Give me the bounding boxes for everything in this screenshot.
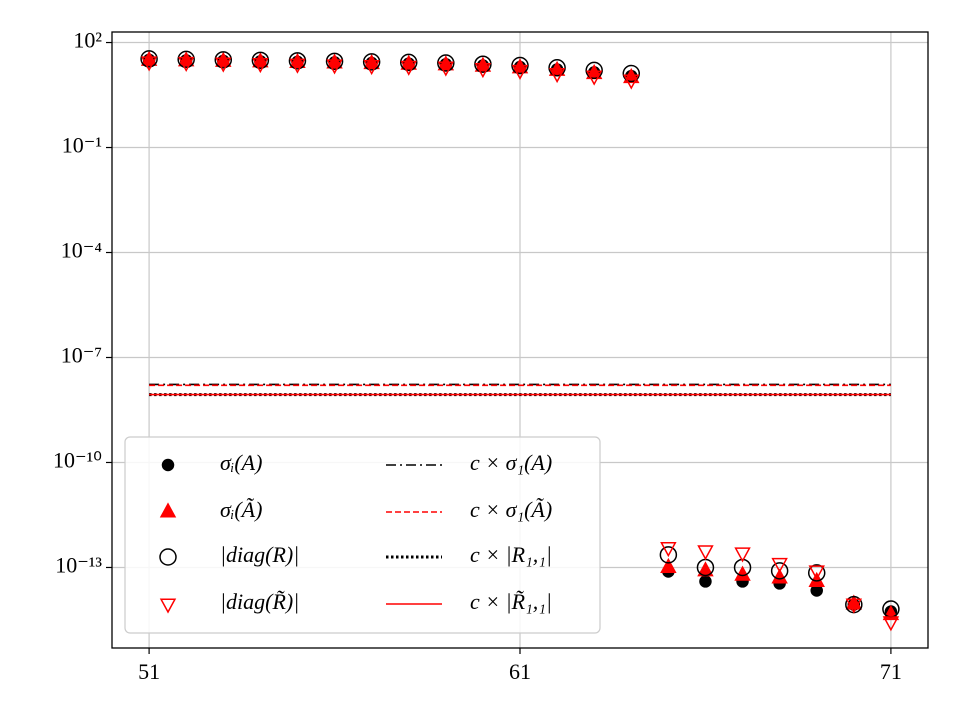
point (548, 59, 566, 77)
point (808, 565, 825, 581)
legend-label: σᵢ(A) (220, 450, 262, 475)
point (585, 61, 603, 80)
point (660, 542, 677, 558)
point (511, 56, 529, 75)
point (585, 70, 603, 86)
x-tick-label: 71 (880, 659, 902, 684)
legend-label: |diag(R̃)| (220, 589, 299, 614)
point (437, 61, 455, 77)
point (177, 50, 195, 69)
legend-label: |diag(R)| (220, 542, 299, 567)
point (660, 557, 677, 574)
point (771, 557, 788, 574)
point (474, 56, 492, 72)
legend: σᵢ(A) σᵢ(Ã) |diag(R)| |diag(R̃)| c × σ₁(A) c … (124, 436, 601, 634)
point (659, 546, 678, 564)
point (845, 598, 863, 614)
point (214, 51, 233, 69)
point (882, 616, 900, 632)
point (734, 547, 751, 563)
point (770, 562, 789, 580)
legend-marker (159, 598, 177, 614)
y-tick-label: 10⁻¹ (62, 133, 102, 158)
point (177, 51, 195, 67)
point (699, 575, 712, 588)
legend-label: c × |R̃₁,₁| (470, 589, 552, 614)
legend-label: c × σ₁(A) (470, 450, 552, 475)
point (326, 53, 343, 69)
point (215, 51, 232, 67)
y-tick-label: 10⁻⁷ (61, 343, 102, 368)
point (363, 59, 380, 76)
point (807, 564, 826, 582)
point (252, 52, 269, 68)
point (215, 57, 232, 73)
point (325, 52, 344, 71)
legend-marker (159, 548, 177, 566)
y-tick-label: 10⁻⁴ (61, 238, 103, 263)
point (177, 56, 195, 73)
point (252, 58, 269, 74)
point (437, 54, 455, 72)
legend-label: c × σ₁(Ã) (470, 497, 552, 522)
point (362, 53, 381, 71)
point (289, 52, 306, 68)
point (326, 59, 343, 75)
point (400, 60, 417, 76)
point (399, 53, 418, 72)
y-tick-label: 10⁻¹⁰ (53, 448, 102, 473)
point (771, 568, 788, 584)
legend-label: c × |R₁,₁| (470, 542, 552, 567)
x-tick-label: 51 (138, 659, 160, 684)
point (288, 52, 307, 70)
point (437, 55, 455, 71)
x-tick-label: 61 (509, 659, 531, 684)
point (363, 54, 380, 70)
point (140, 50, 158, 68)
point (622, 64, 641, 83)
legend-marker (159, 502, 177, 518)
point (548, 67, 566, 84)
point (474, 63, 492, 79)
point (140, 56, 158, 72)
point (734, 565, 751, 581)
y-tick-label: 10² (73, 28, 102, 53)
point (474, 55, 492, 73)
point (697, 545, 714, 561)
y-tick-label: 10⁻¹³ (55, 553, 102, 578)
plot-frame (111, 31, 929, 649)
legend-box (124, 436, 601, 634)
point (289, 58, 306, 74)
point (251, 51, 270, 70)
point (400, 54, 417, 70)
legend-label: σᵢ(Ã) (220, 497, 262, 522)
point (623, 74, 640, 90)
point (511, 64, 529, 80)
legend-marker (161, 458, 175, 472)
